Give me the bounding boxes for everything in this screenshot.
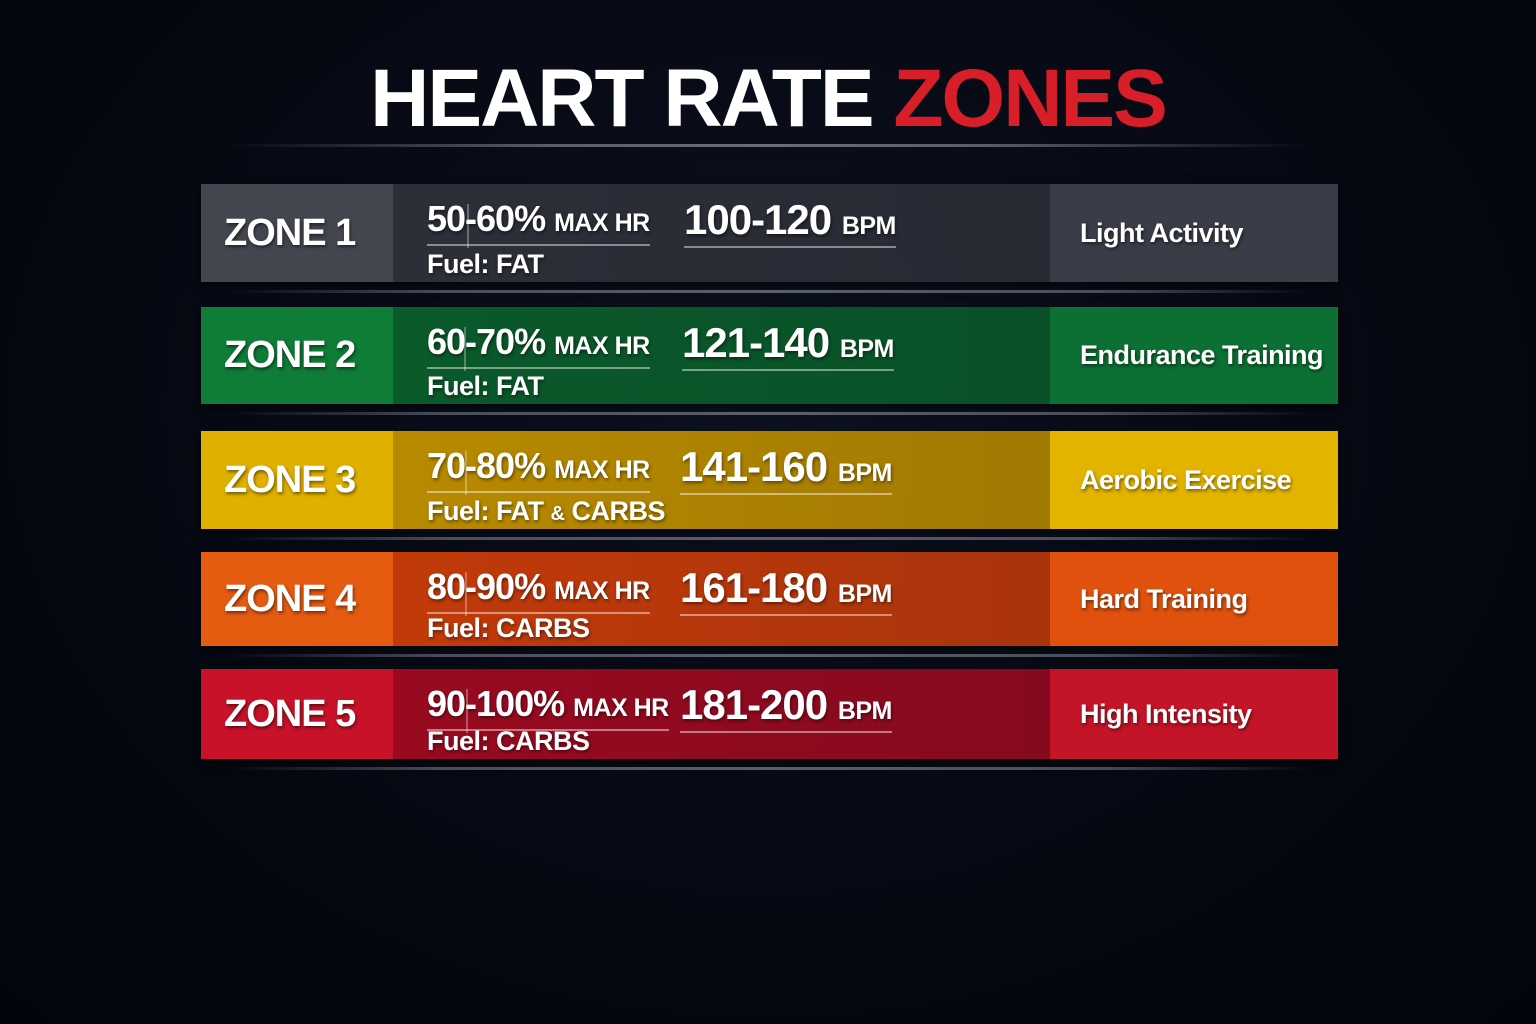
bpm-range: 121-140 BPM — [682, 319, 894, 371]
zone-label: ZONE 5 — [201, 669, 393, 759]
fuel-type: Fuel: CARBS — [427, 726, 590, 756]
zone-row: ZONE 2 60-70% MAX HR 121-140 BPM Fuel: F… — [201, 307, 1338, 404]
activity-label: Light Activity — [1050, 184, 1338, 282]
max-hr-range: 60-70% MAX HR — [427, 321, 650, 369]
divider — [465, 572, 467, 616]
zone-row: ZONE 1 50-60% MAX HR 100-120 BPM Fuel: F… — [201, 184, 1338, 282]
fuel-type: Fuel: FAT & CARBS — [427, 496, 666, 526]
max-hr-range: 80-90% MAX HR — [427, 566, 650, 614]
bpm-range: 161-180 BPM — [680, 564, 892, 616]
row-divider — [230, 767, 1310, 770]
max-hr-range: 50-60% MAX HR — [427, 198, 650, 246]
zone-details: 80-90% MAX HR 161-180 BPM Fuel: CARBS — [393, 552, 1050, 646]
fuel-type: Fuel: CARBS — [427, 613, 590, 643]
zone-row: ZONE 4 80-90% MAX HR 161-180 BPM Fuel: C… — [201, 552, 1338, 646]
page-title: HEART RATE ZONES — [370, 53, 1168, 144]
row-divider — [230, 290, 1310, 293]
activity-label: High Intensity — [1050, 669, 1338, 759]
zone-label: ZONE 4 — [201, 552, 393, 646]
bpm-range: 100-120 BPM — [684, 196, 896, 248]
bpm-range: 181-200 BPM — [680, 681, 892, 733]
divider — [464, 327, 466, 371]
bpm-range: 141-160 BPM — [680, 443, 892, 495]
fuel-type: Fuel: FAT — [427, 371, 544, 401]
zone-details: 50-60% MAX HR 100-120 BPM Fuel: FAT — [393, 184, 1050, 282]
divider — [467, 204, 469, 248]
divider — [466, 689, 468, 733]
divider — [465, 451, 467, 495]
zone-label: ZONE 3 — [201, 431, 393, 529]
zone-details: 70-80% MAX HR 141-160 BPM Fuel: FAT & CA… — [393, 431, 1050, 529]
zone-details: 90-100% MAX HR 181-200 BPM Fuel: CARBS — [393, 669, 1050, 759]
zone-label: ZONE 1 — [201, 184, 393, 282]
activity-label: Aerobic Exercise — [1050, 431, 1338, 529]
max-hr-range: 70-80% MAX HR — [427, 445, 650, 493]
title-divider — [230, 144, 1306, 147]
zone-label: ZONE 2 — [201, 307, 393, 404]
row-divider — [230, 412, 1310, 415]
activity-label: Endurance Training — [1050, 307, 1338, 404]
zone-details: 60-70% MAX HR 121-140 BPM Fuel: FAT — [393, 307, 1050, 404]
zone-row: ZONE 5 90-100% MAX HR 181-200 BPM Fuel: … — [201, 669, 1338, 759]
zone-row: ZONE 3 70-80% MAX HR 141-160 BPM Fuel: F… — [201, 431, 1338, 529]
activity-label: Hard Training — [1050, 552, 1338, 646]
fuel-type: Fuel: FAT — [427, 249, 544, 279]
row-divider — [230, 654, 1310, 657]
row-divider — [230, 537, 1310, 540]
max-hr-range: 90-100% MAX HR — [427, 683, 669, 731]
